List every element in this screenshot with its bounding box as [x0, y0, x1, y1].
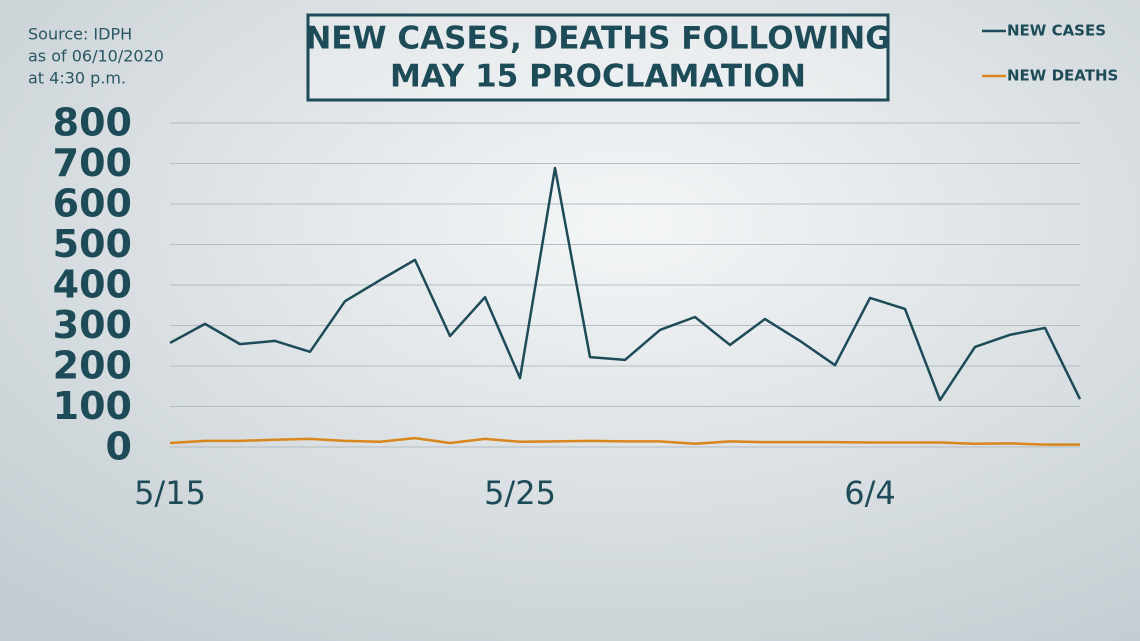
y-tick-label: 800: [53, 101, 132, 145]
chart-title: MAY 15 PROCLAMATION: [390, 59, 806, 95]
line-series: [169, 166, 1082, 402]
legend-label: NEW DEATHS: [1007, 67, 1118, 85]
y-tick-label: 100: [53, 384, 132, 428]
y-tick-label: 200: [53, 344, 132, 388]
chart-title: NEW CASES, DEATHS FOLLOWING: [305, 21, 890, 57]
x-tick-label: 6/4: [844, 474, 896, 512]
y-tick-label: 300: [53, 303, 132, 347]
title-box: [306, 13, 890, 102]
y-tick-label: 600: [53, 182, 132, 226]
annotation: as of 06/10/2020: [28, 47, 164, 66]
y-tick-label: 400: [53, 263, 132, 307]
line-series: [169, 436, 1080, 446]
annotation: at 4:30 p.m.: [28, 69, 126, 88]
x-tick-label: 5/25: [484, 474, 556, 512]
legend-label: NEW CASES: [1007, 22, 1106, 40]
y-tick-label: 500: [53, 222, 132, 266]
x-tick-label: 5/15: [134, 474, 206, 512]
y-tick-label: 700: [53, 141, 132, 185]
annotation: Source: IDPH: [28, 25, 132, 44]
y-tick-label: 0: [106, 425, 132, 469]
